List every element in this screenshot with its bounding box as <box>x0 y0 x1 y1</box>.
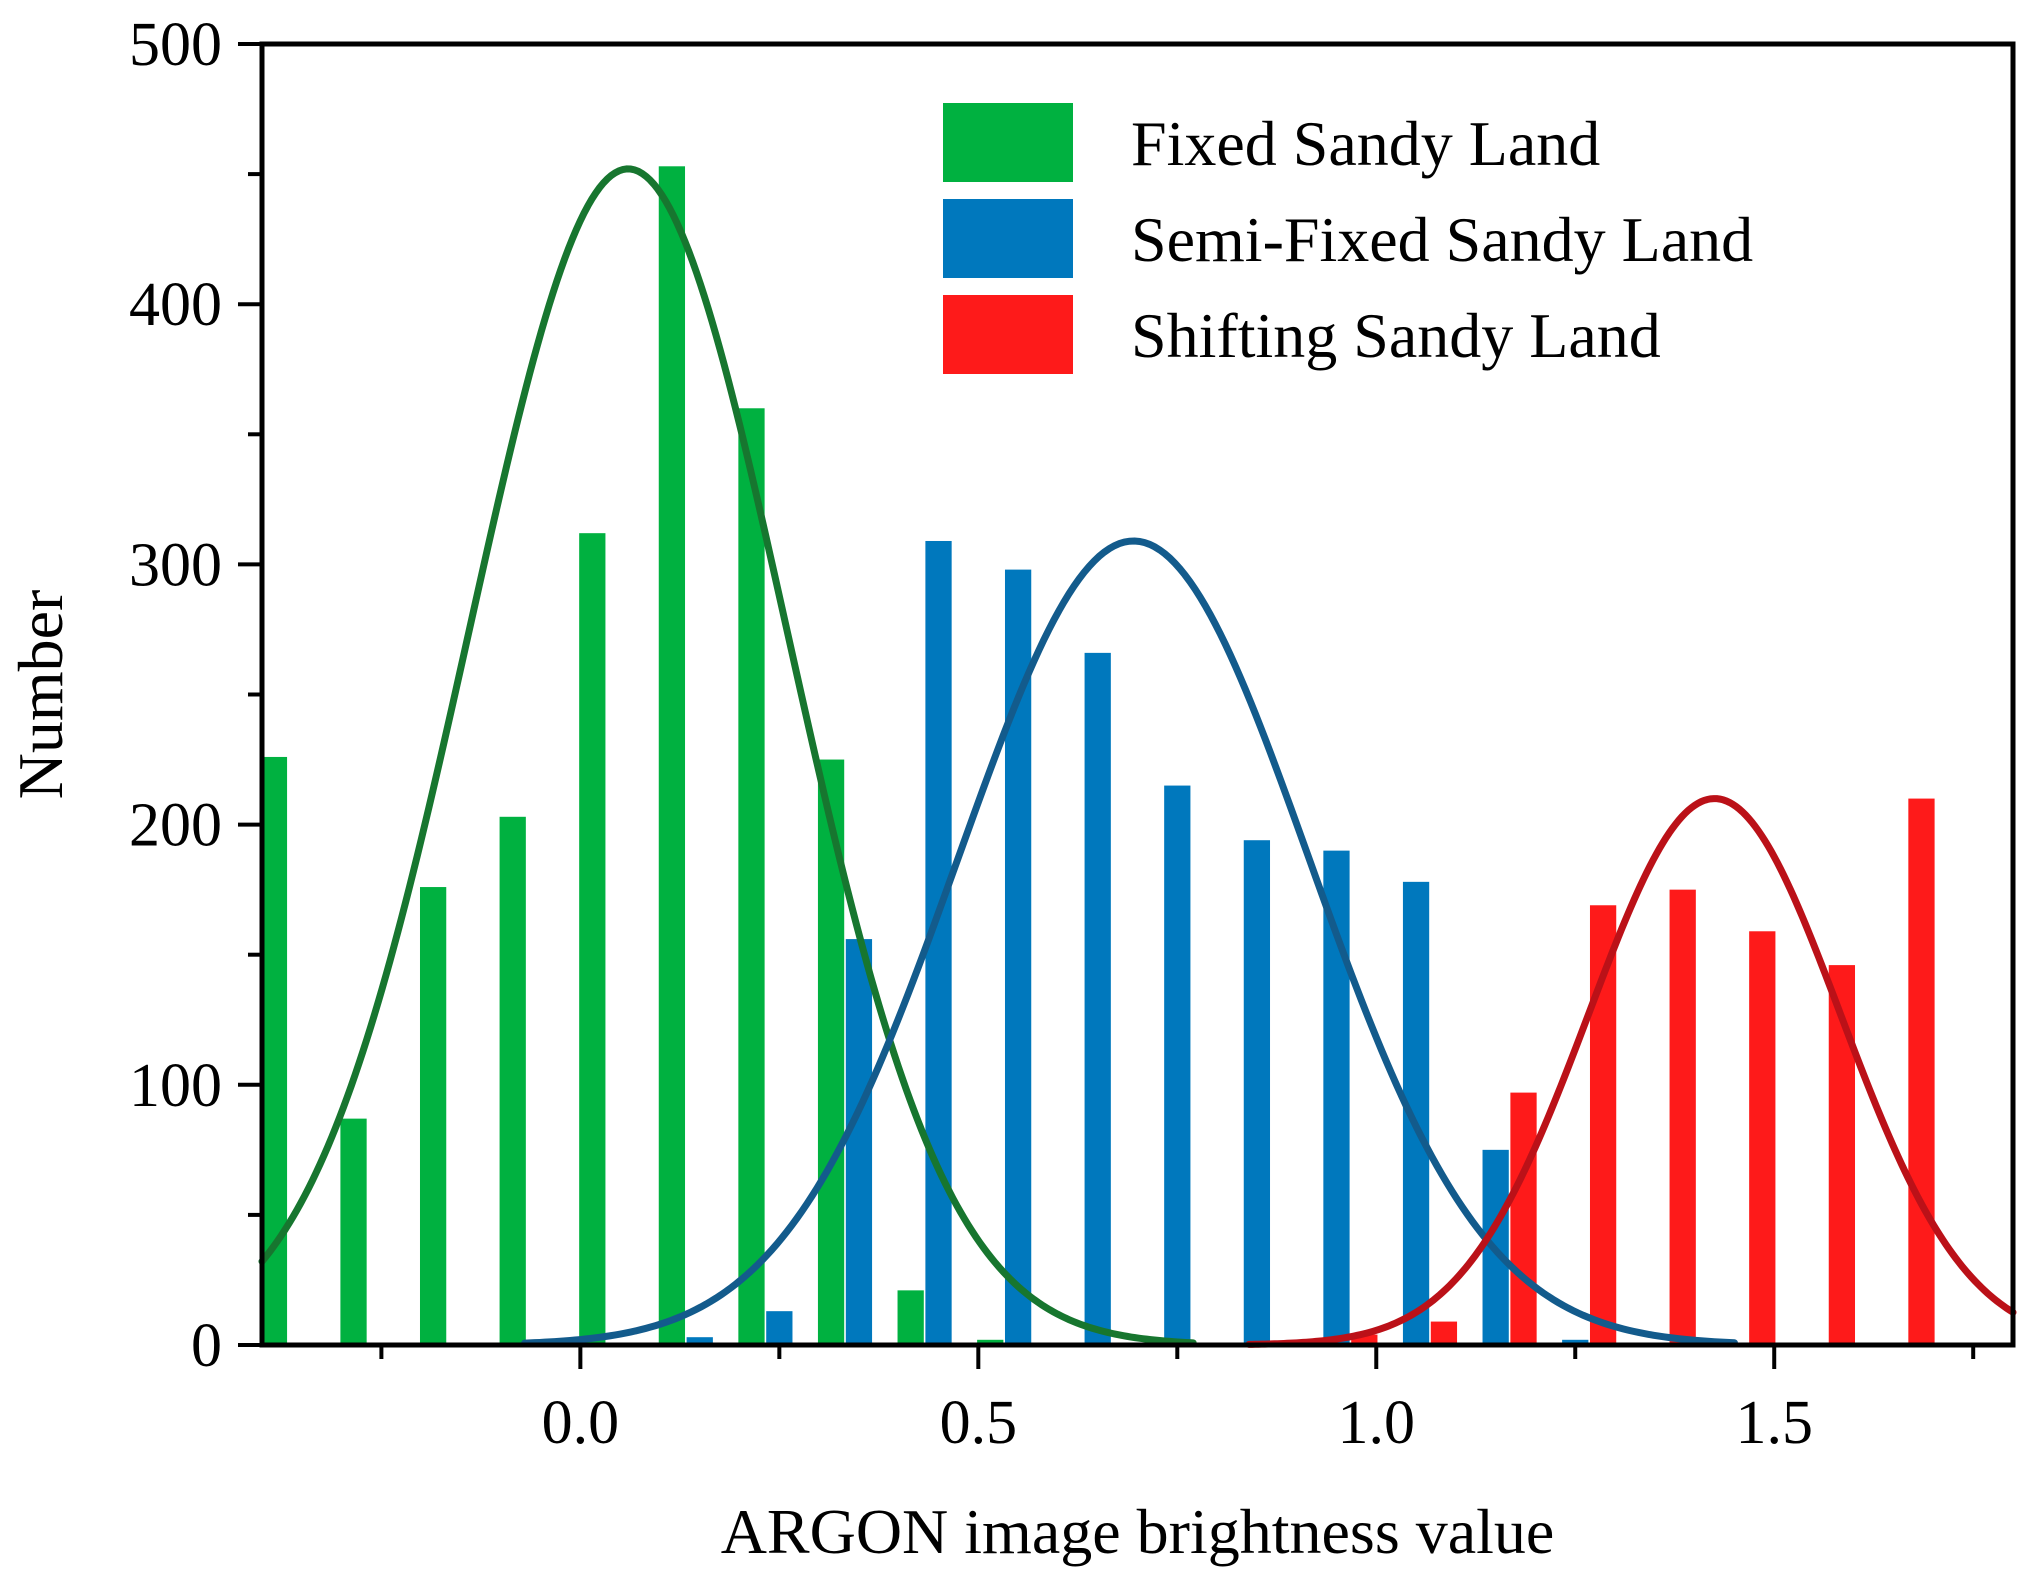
bar-series3-8 <box>1908 798 1935 1345</box>
bar-series1-10 <box>977 1339 1004 1345</box>
legend-swatch-1 <box>943 103 1073 182</box>
legend-swatch-2 <box>943 199 1073 278</box>
x-tick-label-4: 1.5 <box>1735 1389 1813 1457</box>
y-tick-label-2: 100 <box>129 1052 222 1120</box>
bar-series3-7 <box>1828 965 1856 1345</box>
fit-curve-series3 <box>1245 795 2017 1348</box>
bar-series2-3 <box>845 939 873 1345</box>
y-axis-title: Number <box>5 590 76 800</box>
bar-series1-4 <box>499 816 526 1345</box>
legend-label-3: Shifting Sandy Land <box>1131 300 1661 371</box>
x-tick-label-1: 0.0 <box>542 1389 620 1457</box>
fit-curve-series2 <box>521 537 1738 1347</box>
bar-series3-3 <box>1510 1092 1537 1345</box>
bar-series3-6 <box>1749 931 1776 1345</box>
bar-series2-12 <box>1562 1339 1589 1345</box>
bar-series2-2 <box>766 1311 793 1345</box>
legend-label-2: Semi-Fixed Sandy Land <box>1131 204 1753 275</box>
legend-swatch-3 <box>943 295 1073 374</box>
bar-series2-7 <box>1164 785 1191 1345</box>
fit-curves-layer <box>258 165 2017 1348</box>
bar-series1-2 <box>340 1118 367 1345</box>
legend: Fixed Sandy Land Semi-Fixed Sandy Land Shi… <box>943 103 1753 374</box>
bar-series1-9 <box>897 1290 924 1345</box>
y-tick-label-6: 500 <box>129 11 222 79</box>
legend-label-1: Fixed Sandy Land <box>1131 108 1600 179</box>
bar-series2-5 <box>1004 569 1032 1345</box>
y-tick-label-5: 400 <box>129 271 222 339</box>
y-tick-label-3: 200 <box>129 792 222 860</box>
x-tick-label-3: 1.0 <box>1338 1389 1416 1457</box>
y-tick-label-4: 300 <box>129 531 222 599</box>
bar-series1-5 <box>579 533 606 1345</box>
axes-layer: 0.0 0.5 1.0 1.5 0 100 200 300 400 500 <box>129 11 1976 1457</box>
bar-series1-3 <box>419 887 447 1345</box>
bar-series2-8 <box>1243 840 1271 1345</box>
bar-series3-1 <box>1351 1334 1378 1345</box>
bar-series3-5 <box>1669 889 1696 1345</box>
bar-series2-1 <box>686 1337 713 1345</box>
bar-series3-2 <box>1430 1321 1458 1345</box>
bar-series2-6 <box>1084 652 1111 1345</box>
bars-layer <box>262 166 1935 1346</box>
fit-curve-series1 <box>258 165 1197 1347</box>
bar-series1-6 <box>658 166 686 1346</box>
x-tick-label-2: 0.5 <box>940 1389 1018 1457</box>
x-axis-title: ARGON image brightness value <box>721 1496 1555 1567</box>
bar-series1-7 <box>738 408 765 1345</box>
y-tick-label-1: 0 <box>191 1312 222 1380</box>
